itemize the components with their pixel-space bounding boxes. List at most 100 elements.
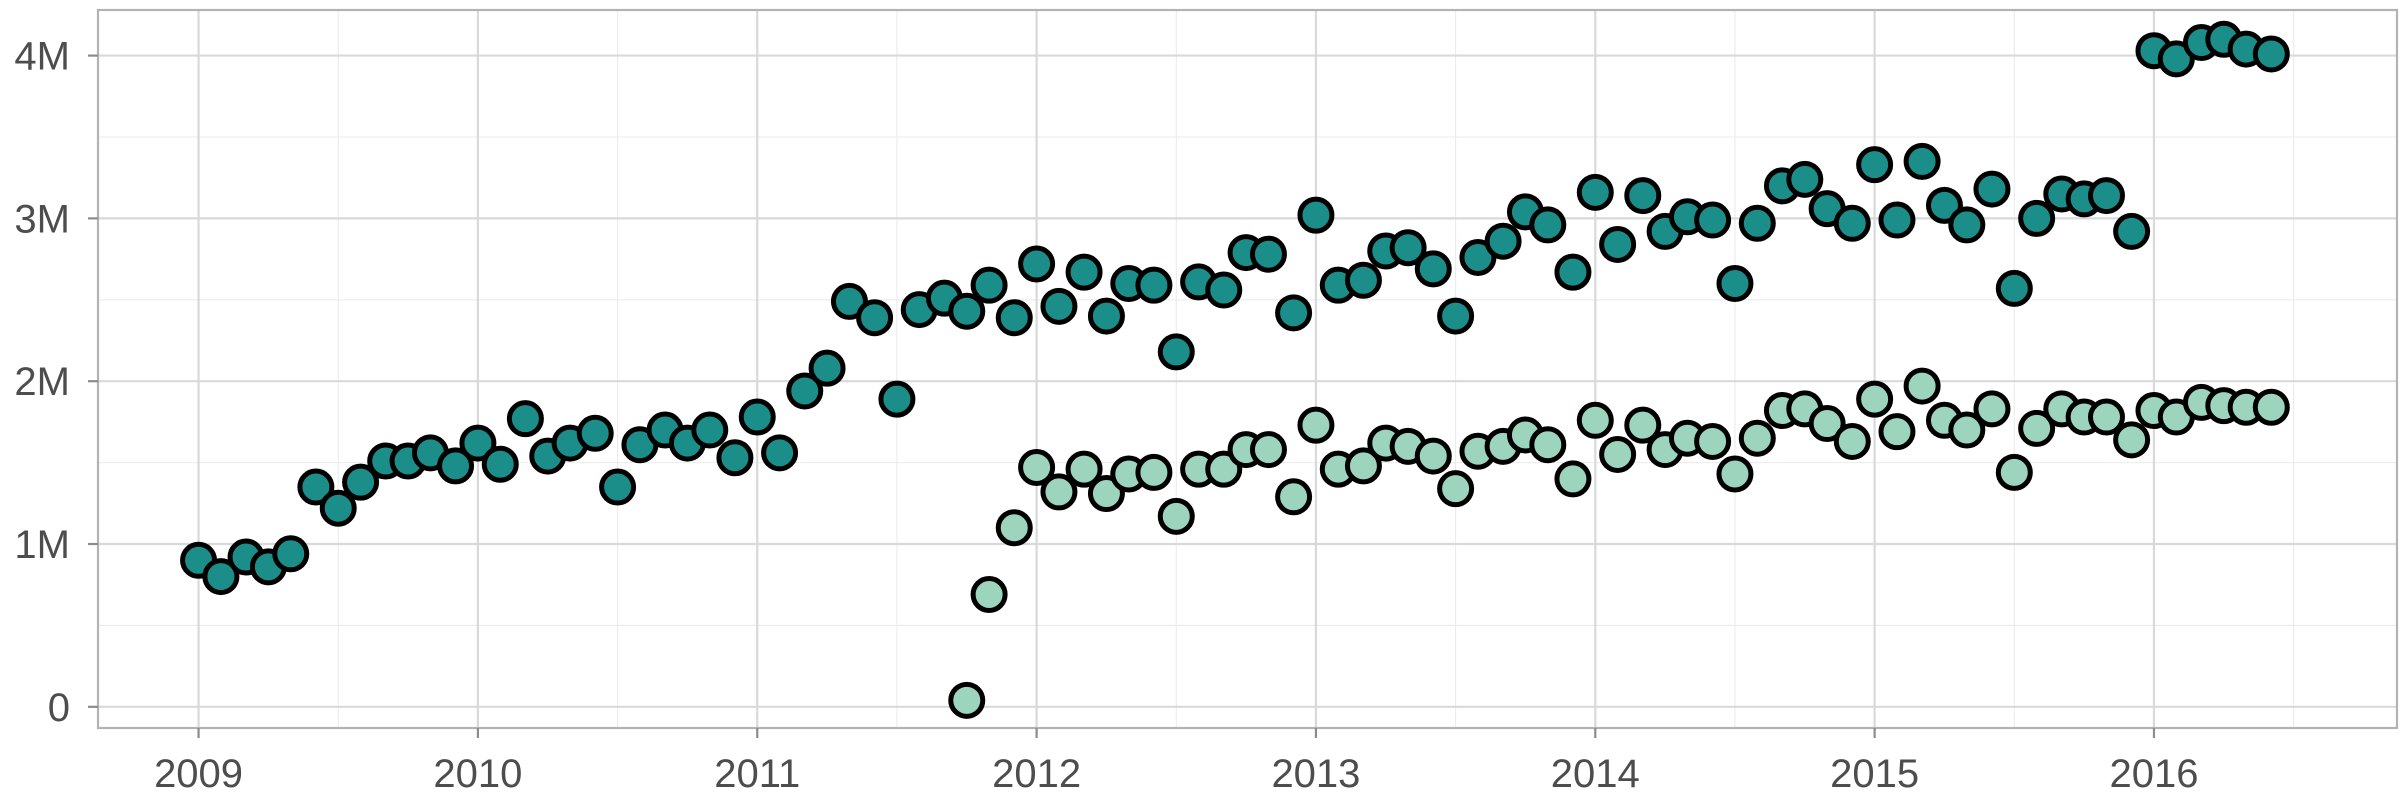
y-tick-label: 1M — [14, 523, 70, 567]
data-point-series-1 — [761, 434, 799, 472]
data-point-series-2 — [1135, 453, 1173, 491]
data-point-series-2 — [1973, 390, 2011, 428]
data-point-series-2 — [1903, 367, 1941, 405]
data-point-series-1 — [459, 424, 497, 462]
data-point-series-2 — [1995, 453, 2033, 491]
data-point-series-1 — [1903, 142, 1941, 180]
data-point-series-1 — [319, 489, 357, 527]
data-point-series-2 — [1065, 450, 1103, 488]
data-point-series-1 — [1018, 245, 1056, 283]
data-point-series-1 — [1878, 201, 1916, 239]
x-axis-labels: 2009 2010 2011 2012 2013 2014 2015 2016 — [154, 752, 2198, 796]
data-point-series-2 — [1249, 431, 1287, 469]
data-point-series-2 — [1554, 460, 1592, 498]
y-tick-label: 0 — [48, 686, 70, 730]
data-point-series-1 — [437, 447, 475, 485]
data-point-series-1 — [297, 468, 335, 506]
data-point-series-1 — [786, 372, 824, 410]
data-point-series-1 — [691, 411, 729, 449]
x-tick-label: 2014 — [1551, 752, 1640, 796]
data-point-series-2 — [1599, 435, 1637, 473]
data-point-series-1 — [1576, 173, 1614, 211]
data-point-series-1 — [1414, 250, 1452, 288]
data-point-series-2 — [1297, 406, 1335, 444]
data-point-series-2 — [1716, 455, 1754, 493]
data-point-series-1 — [738, 398, 776, 436]
x-tick-label: 2013 — [1271, 752, 1360, 796]
panel-border — [96, 8, 2399, 730]
data-point-series-1 — [2252, 35, 2290, 73]
x-tick-label: 2011 — [714, 752, 800, 796]
data-point-series-2 — [1948, 411, 1986, 449]
x-tick-label: 2016 — [2109, 752, 2198, 796]
data-point-series-1 — [716, 439, 754, 477]
data-point-series-1 — [948, 292, 986, 330]
data-point-series-2 — [970, 575, 1008, 613]
data-point-series-2 — [1856, 380, 1894, 418]
data-point-series-1 — [995, 299, 1033, 337]
data-point-series-2 — [1694, 422, 1732, 460]
data-point-series-2 — [2252, 388, 2290, 426]
data-point-series-1 — [1786, 160, 1824, 198]
data-point-series-2 — [1624, 406, 1662, 444]
data-point-series-2 — [995, 509, 1033, 547]
data-point-series-1 — [808, 349, 846, 387]
grid-lines — [98, 10, 2397, 728]
data-point-series-1 — [1459, 238, 1497, 276]
data-point-series-2 — [1878, 413, 1916, 451]
data-point-series-1 — [1297, 196, 1335, 234]
data-point-series-1 — [2018, 199, 2056, 237]
data-point-series-1 — [1833, 204, 1871, 242]
data-point-series-1 — [1624, 177, 1662, 215]
data-point-series-2 — [1018, 449, 1056, 487]
data-point-series-1 — [2113, 212, 2151, 250]
data-point-series-2 — [948, 681, 986, 719]
data-point-series-1 — [1389, 229, 1427, 267]
data-point-series-1 — [1529, 206, 1567, 244]
data-point-series-1 — [1065, 253, 1103, 291]
data-point-series-1 — [599, 468, 637, 506]
x-tick-label: 2012 — [992, 752, 1081, 796]
data-point-series-1 — [1087, 297, 1125, 335]
data-point-series-1 — [1275, 294, 1313, 332]
x-tick-label: 2009 — [154, 752, 243, 796]
y-tick-label: 3M — [14, 197, 70, 241]
data-point-series-1 — [1249, 235, 1287, 273]
data-point-series-1 — [830, 282, 868, 320]
y-tick-label: 4M — [14, 35, 70, 79]
data-point-series-1 — [1135, 266, 1173, 304]
data-point-series-2 — [1437, 470, 1475, 508]
data-point-series-1 — [2157, 40, 2195, 78]
data-point-series-1 — [878, 380, 916, 418]
data-point-series-1 — [576, 414, 614, 452]
data-point-series-2 — [1157, 497, 1195, 535]
data-point-series-2 — [1414, 437, 1452, 475]
axis-ticks — [88, 54, 2156, 738]
data-point-series-1 — [1948, 206, 1986, 244]
data-point-series-1 — [1599, 225, 1637, 263]
y-tick-label: 2M — [14, 360, 70, 404]
x-tick-label: 2015 — [1830, 752, 1919, 796]
data-point-series-1 — [1157, 333, 1195, 371]
data-point-series-2 — [1344, 447, 1382, 485]
data-point-series-2 — [2018, 409, 2056, 447]
data-point-series-1 — [1554, 253, 1592, 291]
data-point-series-2 — [1738, 419, 1776, 457]
data-point-series-2 — [1833, 422, 1871, 460]
data-point-series-2 — [1529, 426, 1567, 464]
data-point-series-1 — [1484, 222, 1522, 260]
data-point-series-2 — [2113, 421, 2151, 459]
data-point-series-1 — [1995, 269, 2033, 307]
data-point-series-1 — [2087, 177, 2125, 215]
data-point-series-1 — [202, 558, 240, 596]
data-point-series-1 — [272, 535, 310, 573]
data-point-series-1 — [1344, 261, 1382, 299]
x-tick-label: 2010 — [433, 752, 522, 796]
data-point-series-2 — [1808, 405, 1846, 443]
data-point-series-2 — [1040, 473, 1078, 511]
data-point-series-1 — [1738, 204, 1776, 242]
data-point-series-1 — [1716, 265, 1754, 303]
data-point-series-1 — [1205, 271, 1243, 309]
data-points — [180, 20, 2290, 719]
